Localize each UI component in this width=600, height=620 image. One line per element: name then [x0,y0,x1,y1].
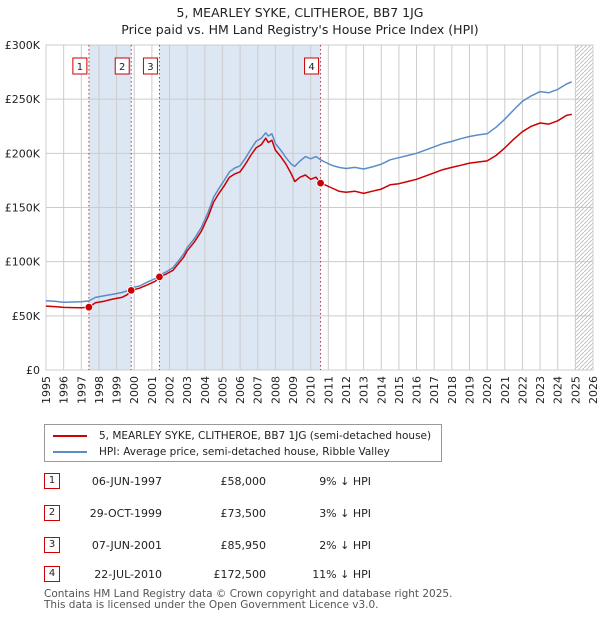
sale-marker-box [114,57,130,75]
sale-hpi-relation: 11% ↓ HPI [312,568,371,581]
sale-marker-box [72,57,88,75]
x-tick-label: 2001 [146,376,159,404]
x-tick-label: 2000 [128,376,141,404]
footer: Contains HM Land Registry data © Crown c… [44,589,452,611]
sale-marker-label: 4 [308,62,314,73]
x-tick-label: 2013 [358,376,371,404]
y-tick-label: £200K [5,147,41,160]
y-tick-label: £0 [26,364,40,377]
x-tick-label: 1996 [58,376,71,404]
x-tick-label: 1998 [93,376,106,404]
sale-marker: 2 [114,57,130,75]
sale-marker-label: 3 [147,62,153,73]
y-tick-label: £100K [5,256,41,269]
x-tick-label: 2002 [164,376,177,404]
x-tick-label: 2014 [375,376,388,404]
sale-price: £73,500 [220,507,267,520]
sale-point [127,286,136,295]
sale-number-badge: 2 [44,505,60,521]
legend-label-property: 5, MEARLEY SYKE, CLITHEROE, BB7 1JG (sem… [99,430,432,442]
x-tick-label: 1997 [75,376,88,404]
x-tick-label: 1999 [111,376,124,404]
sale-marker-box [304,57,320,75]
sale-price: £85,950 [220,539,267,552]
sale-row: 4 22-JUL-2010 £172,500 11% ↓ HPI [0,565,600,585]
y-tick-label: £300K [5,39,41,52]
x-tick-label: 2019 [463,376,476,404]
sale-marker-box [142,57,158,75]
sale-hpi-relation: 9% ↓ HPI [319,475,371,488]
sale-point [316,178,325,188]
chart-title: 5, MEARLEY SYKE, CLITHEROE, BB7 1JG [176,5,424,20]
y-tick-label: £50K [12,310,41,323]
forecast-region [45,44,594,371]
x-tick-label: 2009 [287,376,300,404]
legend: 5, MEARLEY SYKE, CLITHEROE, BB7 1JG (sem… [44,424,442,462]
x-tick-label: 1995 [40,376,53,404]
sale-date: 22-JUL-2010 [94,568,162,581]
x-tick-label: 2005 [216,376,229,404]
x-tick-label: 2024 [552,376,565,404]
x-tick-label: 2020 [481,376,494,404]
legend-swatch-property [53,435,87,437]
sale-point [84,302,94,312]
sale-marker-label: 2 [119,62,125,73]
sale-marker: 4 [304,57,320,75]
sale-row: 1 06-JUN-1997 £58,000 9% ↓ HPI [0,472,600,492]
sale-price: £172,500 [213,568,267,581]
sale-number-badge: 1 [44,473,60,489]
x-tick-label: 2006 [234,376,247,404]
footer-licence: This data is licensed under the Open Gov… [44,599,379,611]
legend-swatch-hpi [53,451,87,453]
hpi-line [45,81,573,304]
plot-frame [45,44,594,371]
x-tick-label: 2018 [446,376,459,404]
x-tick-label: 2008 [269,376,282,404]
sale-point [155,272,164,282]
series-lines [45,81,573,309]
x-tick-label: 2003 [181,376,194,404]
x-tick-label: 2021 [499,376,512,404]
sale-date: 07-JUN-2001 [91,539,162,552]
x-tick-label: 2010 [305,376,318,404]
price-chart: 1 2 3 4 £0 £50K £100K £150K £200K £250K £300K 199… [5,39,600,404]
chart-subtitle: Price paid vs. HM Land Registry's House … [121,22,479,37]
x-tick-label: 2016 [411,376,424,404]
sale-number-badge: 4 [44,566,60,582]
x-tick-label: 2023 [534,376,547,404]
y-tick-label: £250K [5,93,41,106]
sale-date: 06-JUN-1997 [91,475,162,488]
x-tick-label: 2017 [428,376,441,404]
x-tick-label: 2011 [322,376,335,404]
y-axis: £0 £50K £100K £150K £200K £250K £300K [5,39,41,377]
sale-date: 29-OCT-1999 [89,507,162,520]
sale-price: £58,000 [220,475,267,488]
x-tick-label: 2026 [587,376,600,404]
x-tick-label: 2004 [199,376,212,404]
sale-hpi-relation: 2% ↓ HPI [319,539,371,552]
footer-copyright: Contains HM Land Registry data © Crown c… [44,588,453,600]
x-tick-label: 2012 [340,376,353,404]
x-tick-label: 2015 [393,376,406,404]
sale-number-badge: 3 [44,537,60,553]
x-tick-label: 2025 [569,376,582,404]
sale-row: 3 07-JUN-2001 £85,950 2% ↓ HPI [0,536,600,556]
x-tick-label: 2007 [252,376,265,404]
property-price-line [45,113,572,309]
sale-marker-label: 1 [77,62,83,73]
sale-marker: 1 [72,57,88,75]
y-tick-label: £150K [5,202,41,215]
chart-title-block: 5, MEARLEY SYKE, CLITHEROE, BB7 1JG Pric… [0,4,600,38]
x-tick-label: 2022 [516,376,529,404]
x-axis: 1995 1996 1997 1998 1999 2000 2001 2002 2003 2004… [40,376,600,404]
legend-label-hpi: HPI: Average price, semi-detached house,… [99,446,390,458]
sale-points [84,178,325,312]
sale-row: 2 29-OCT-1999 £73,500 3% ↓ HPI [0,504,600,524]
sale-marker: 3 [142,57,158,75]
forecast-hatch [575,45,593,370]
sale-hpi-relation: 3% ↓ HPI [319,507,371,520]
sale-markers: 1 2 3 4 [72,57,320,75]
